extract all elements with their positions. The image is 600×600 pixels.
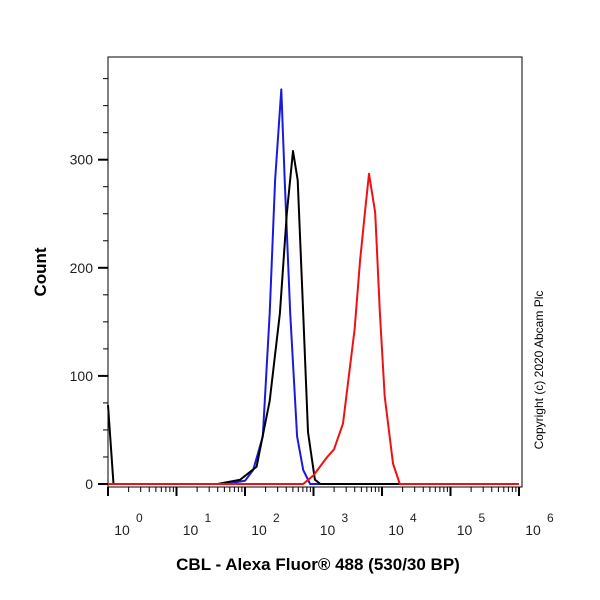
plot-frame <box>107 56 523 488</box>
x-tick-label-exponent: 2 <box>273 511 280 525</box>
histogram-black-line <box>107 150 519 485</box>
x-tick-label-exponent: 0 <box>136 511 143 525</box>
y-tick-label: 0 <box>85 476 93 492</box>
x-tick-label-base: 10 <box>251 522 267 538</box>
y-axis-title: Count <box>31 247 50 296</box>
y-tick-label: 300 <box>70 152 94 168</box>
x-tick-label-base: 10 <box>320 522 336 538</box>
histogram-red-line <box>108 172 519 485</box>
x-tick-label-base: 10 <box>183 522 199 538</box>
x-tick-label-base: 10 <box>525 522 541 538</box>
x-tick-label-exponent: 4 <box>410 511 417 525</box>
y-tick-label: 100 <box>70 368 94 384</box>
x-tick-label-base: 10 <box>114 522 130 538</box>
x-tick-label-base: 10 <box>457 522 473 538</box>
x-tick-label-exponent: 3 <box>342 511 349 525</box>
x-tick-label-base: 10 <box>388 522 404 538</box>
x-tick-label-exponent: 5 <box>479 511 486 525</box>
x-axis-title: CBL - Alexa Fluor® 488 (530/30 BP) <box>176 555 460 574</box>
y-tick-label: 200 <box>70 260 94 276</box>
x-tick-label-exponent: 1 <box>205 511 212 525</box>
copyright-annotation: Copyright (c) 2020 Abcam Plc <box>532 291 546 450</box>
histogram-blue-line <box>224 88 519 485</box>
x-tick-label-exponent: 6 <box>547 511 554 525</box>
